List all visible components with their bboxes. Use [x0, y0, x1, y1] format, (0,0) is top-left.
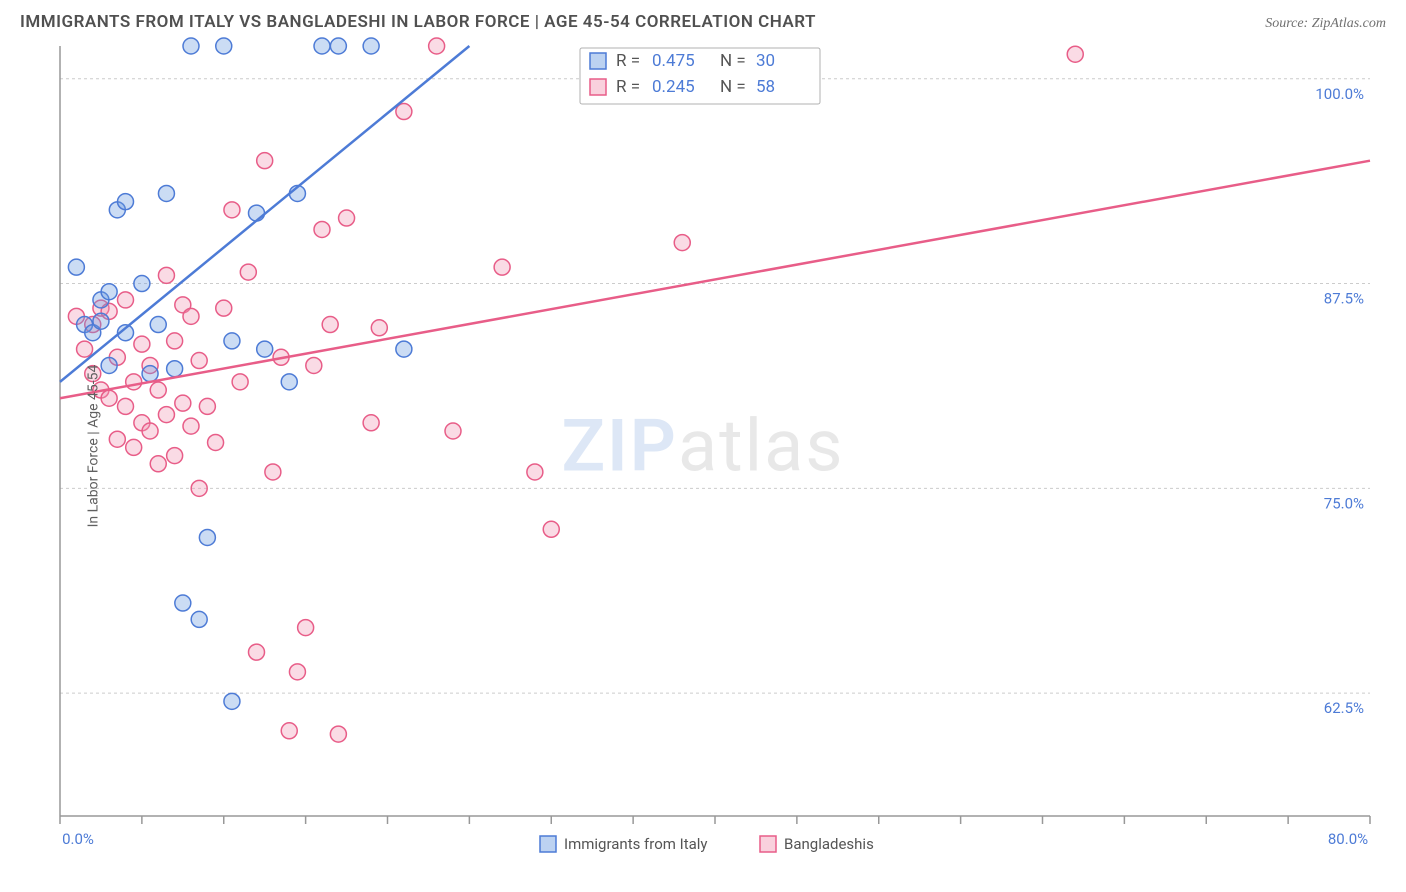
data-point [371, 320, 387, 336]
data-point [314, 221, 330, 237]
data-point [150, 382, 166, 398]
data-point [134, 336, 150, 352]
data-point [445, 423, 461, 439]
data-point [158, 407, 174, 423]
data-point [257, 153, 273, 169]
data-point [224, 693, 240, 709]
data-point [216, 300, 232, 316]
data-point [142, 366, 158, 382]
source-prefix: Source: [1265, 16, 1312, 31]
data-point [224, 333, 240, 349]
x-tick-label: 0.0% [62, 830, 94, 848]
chart-container: In Labor Force | Age 45-54 62.5% 75.0% 87.… [20, 36, 1386, 856]
y-tick-label: 87.5% [1324, 290, 1364, 308]
data-point [543, 521, 559, 537]
data-point [199, 398, 215, 414]
data-point [126, 439, 142, 455]
data-point [249, 644, 265, 660]
data-point [257, 341, 273, 357]
data-point [363, 38, 379, 54]
data-point [101, 390, 117, 406]
data-point [175, 595, 191, 611]
series-legend: Immigrants from Italy Bangladeshis [540, 835, 874, 853]
data-point [134, 276, 150, 292]
y-tick-label: 100.0% [1315, 85, 1364, 103]
data-point [298, 620, 314, 636]
legend-n-value: 30 [756, 51, 775, 71]
data-point [199, 529, 215, 545]
data-point [118, 292, 134, 308]
data-point [183, 308, 199, 324]
legend-swatch [590, 79, 606, 95]
data-point [396, 341, 412, 357]
data-point [93, 313, 109, 329]
data-point [289, 664, 305, 680]
data-point [126, 374, 142, 390]
data-point [158, 185, 174, 201]
y-tick-label: 62.5% [1324, 699, 1364, 717]
data-point [175, 395, 191, 411]
source-attribution: Source: ZipAtlas.com [1265, 16, 1386, 32]
legend-series-label: Bangladeshis [784, 835, 874, 853]
data-point [339, 210, 355, 226]
trend-line [60, 161, 1370, 399]
data-point [118, 398, 134, 414]
data-point [265, 464, 281, 480]
legend-swatch [590, 53, 606, 69]
data-point [232, 374, 248, 390]
legend-r-value: 0.475 [652, 51, 695, 71]
source-name: ZipAtlas.com [1312, 16, 1386, 31]
x-tick-label: 80.0% [1328, 830, 1368, 848]
data-point [216, 38, 232, 54]
data-point [191, 480, 207, 496]
data-point [101, 284, 117, 300]
chart-title: IMMIGRANTS FROM ITALY VS BANGLADESHI IN … [20, 12, 816, 32]
data-point [191, 353, 207, 369]
data-point [249, 205, 265, 221]
data-point [281, 374, 297, 390]
data-point [306, 357, 322, 373]
data-point [330, 38, 346, 54]
legend-swatch [540, 836, 556, 852]
data-point [158, 267, 174, 283]
data-point [527, 464, 543, 480]
legend-series-label: Immigrants from Italy [564, 835, 708, 853]
legend-n-value: 58 [756, 77, 775, 97]
data-point [322, 317, 338, 333]
legend-r-label: R = [616, 77, 640, 97]
legend-n-label: N = [720, 77, 746, 97]
legend-r-value: 0.245 [652, 77, 695, 97]
data-point [429, 38, 445, 54]
data-point [142, 423, 158, 439]
data-point [494, 259, 510, 275]
data-point [150, 317, 166, 333]
data-point [101, 357, 117, 373]
data-point [68, 259, 84, 275]
y-axis-label: In Labor Force | Age 45-54 [85, 365, 101, 528]
data-point [1067, 46, 1083, 62]
legend-r-label: R = [616, 51, 640, 71]
data-point [150, 456, 166, 472]
data-point [77, 341, 93, 357]
data-point [281, 723, 297, 739]
legend-swatch [760, 836, 776, 852]
data-point [191, 611, 207, 627]
scatter-chart: 62.5% 75.0% 87.5% 100.0% 0.0% 80.0% R = 0.475 N … [20, 36, 1386, 876]
data-point [363, 415, 379, 431]
data-point [167, 361, 183, 377]
data-point [208, 434, 224, 450]
data-point [183, 38, 199, 54]
data-point [224, 202, 240, 218]
data-point [314, 38, 330, 54]
data-point [118, 194, 134, 210]
data-point [674, 235, 690, 251]
data-point [240, 264, 256, 280]
data-point [167, 448, 183, 464]
data-point [330, 726, 346, 742]
data-point [183, 418, 199, 434]
data-point [109, 431, 125, 447]
data-point [167, 333, 183, 349]
legend-n-label: N = [720, 51, 746, 71]
y-tick-label: 75.0% [1324, 494, 1364, 512]
